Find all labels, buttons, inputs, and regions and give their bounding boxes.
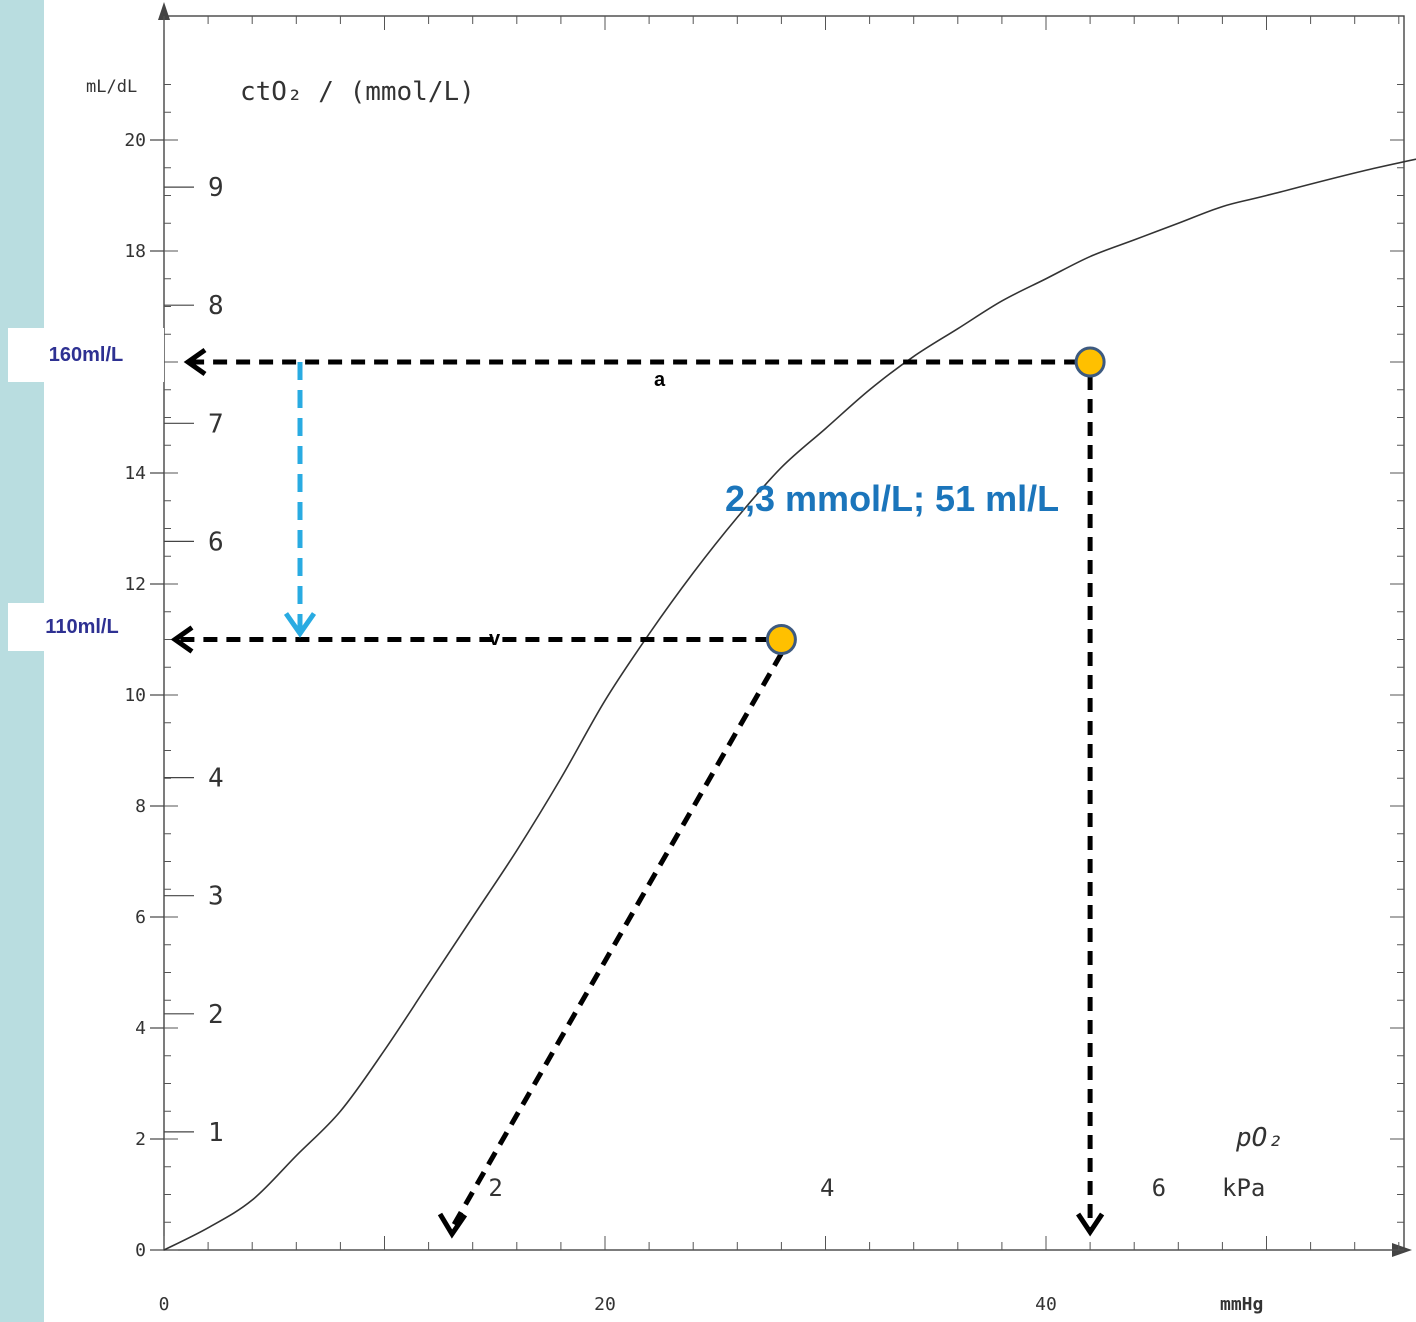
point-label-a: a bbox=[654, 369, 666, 391]
secondary-x-axis-label: pO₂ bbox=[1235, 1123, 1283, 1153]
y-tick-label: 12 bbox=[124, 574, 146, 595]
av-difference-annotation: 2,3 mmol/L; 51 ml/L bbox=[725, 478, 1060, 519]
x-tick-label: 40 bbox=[1035, 1294, 1057, 1315]
x-axis-unit-label: mmHg bbox=[1220, 1294, 1263, 1315]
data-point-v bbox=[765, 624, 797, 655]
secondary-y-axis-label: ctO₂ / (mmol/L) bbox=[240, 77, 475, 107]
dissociation-curve bbox=[163, 158, 1416, 1251]
secondary-x-axis-unit: kPa bbox=[1222, 1174, 1265, 1202]
x-tick-label: 0 bbox=[159, 1294, 170, 1315]
point-label-v: v bbox=[489, 628, 501, 650]
venous-vertical-dashed-arrow bbox=[449, 652, 784, 1230]
arrow-left-icon bbox=[170, 625, 194, 654]
arrow-left-icon bbox=[183, 347, 207, 377]
y-tick-label: 14 bbox=[124, 463, 146, 484]
secondary-y-tick-label: 8 bbox=[208, 291, 224, 321]
left-sidebar-band bbox=[0, 0, 44, 1322]
y-axis-arrowhead-icon bbox=[158, 2, 170, 20]
y-tick-label: 0 bbox=[135, 1240, 146, 1261]
arrow-down-blue-icon bbox=[283, 612, 317, 638]
arrow-down-icon bbox=[437, 1212, 468, 1239]
secondary-y-tick-label: 3 bbox=[208, 882, 224, 912]
secondary-x-tick-label: 6 bbox=[1152, 1174, 1166, 1202]
y-axis-unit-label: mL/dL bbox=[86, 77, 137, 97]
y-tick-label: 6 bbox=[135, 907, 146, 928]
secondary-y-tick-label: 2 bbox=[208, 1000, 224, 1030]
y-tick-label: 8 bbox=[135, 796, 146, 817]
secondary-x-tick-label: 2 bbox=[488, 1174, 502, 1202]
secondary-y-tick-label: 1 bbox=[208, 1118, 224, 1148]
arterial-content-label: 160ml/L bbox=[8, 328, 164, 382]
venous-content-label: 110ml/L bbox=[8, 603, 156, 651]
arrow-down-icon bbox=[1076, 1212, 1105, 1237]
y-tick-label: 4 bbox=[135, 1018, 146, 1039]
x-tick-label: 20 bbox=[594, 1294, 616, 1315]
y-tick-label: 18 bbox=[124, 241, 146, 262]
secondary-x-tick-label: 4 bbox=[820, 1174, 834, 1202]
y-tick-label: 10 bbox=[124, 685, 146, 706]
secondary-y-tick-label: 9 bbox=[208, 173, 224, 203]
secondary-y-tick-label: 6 bbox=[208, 527, 224, 557]
secondary-y-tick-label: 4 bbox=[208, 764, 224, 794]
plot-frame bbox=[163, 15, 1405, 1251]
data-point-a bbox=[1074, 346, 1106, 378]
y-tick-label: 20 bbox=[124, 130, 146, 151]
y-tick-label: 2 bbox=[135, 1129, 146, 1150]
secondary-y-tick-label: 7 bbox=[208, 409, 224, 439]
